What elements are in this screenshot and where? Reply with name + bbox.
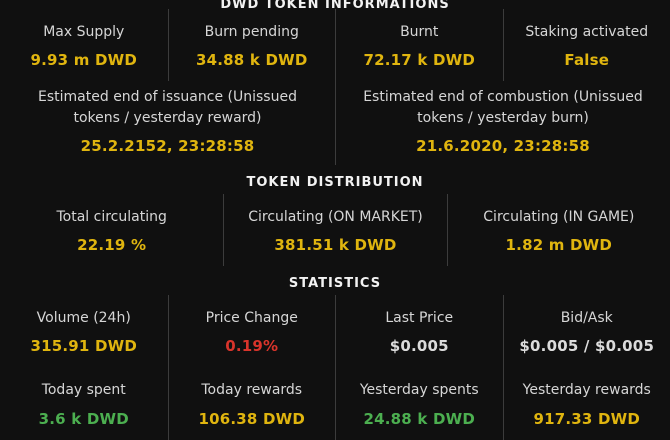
- yesterday-spents-cell: Yesterday spents 24.88 k DWD: [335, 367, 503, 439]
- volume-24h-value: 315.91 DWD: [8, 337, 160, 355]
- circulating-in-game-cell: Circulating (IN GAME) 1.82 m DWD: [447, 194, 670, 266]
- end-of-combustion-label: Estimated end of combustion (Unissued to…: [353, 87, 653, 128]
- circulating-on-market-value: 381.51 k DWD: [232, 236, 438, 254]
- today-spent-label: Today spent: [8, 380, 160, 400]
- circulating-in-game-value: 1.82 m DWD: [456, 236, 662, 254]
- total-circulating-cell: Total circulating 22.19 %: [0, 194, 223, 266]
- burnt-value: 72.17 k DWD: [344, 51, 495, 69]
- end-of-issuance-label: Estimated end of issuance (Unissued toke…: [18, 87, 318, 128]
- page-title: DWD TOKEN INFORMATIONS: [0, 0, 670, 9]
- today-spent-value: 3.6 k DWD: [8, 410, 160, 428]
- token-distribution-heading: TOKEN DISTRIBUTION: [0, 175, 670, 190]
- max-supply-value: 9.93 m DWD: [8, 51, 160, 69]
- yesterday-rewards-cell: Yesterday rewards 917.33 DWD: [503, 367, 670, 439]
- end-of-issuance-cell: Estimated end of issuance (Unissued toke…: [0, 81, 335, 165]
- yesterday-rewards-value: 917.33 DWD: [512, 410, 663, 428]
- circulating-on-market-cell: Circulating (ON MARKET) 381.51 k DWD: [223, 194, 446, 266]
- today-spent-cell: Today spent 3.6 k DWD: [0, 367, 168, 439]
- volume-24h-label: Volume (24h): [8, 308, 160, 328]
- end-of-combustion-cell: Estimated end of combustion (Unissued to…: [335, 81, 670, 165]
- staking-activated-label: Staking activated: [512, 22, 663, 42]
- yesterday-rewards-label: Yesterday rewards: [512, 380, 663, 400]
- staking-activated-value: False: [512, 51, 663, 69]
- total-circulating-value: 22.19 %: [8, 236, 215, 254]
- volume-24h-cell: Volume (24h) 315.91 DWD: [0, 295, 168, 367]
- token-distribution-row: Total circulating 22.19 % Circulating (O…: [0, 194, 670, 266]
- burnt-label: Burnt: [344, 22, 495, 42]
- last-price-cell: Last Price $0.005: [335, 295, 503, 367]
- burn-pending-label: Burn pending: [177, 22, 328, 42]
- max-supply-cell: Max Supply 9.93 m DWD: [0, 9, 168, 81]
- today-rewards-cell: Today rewards 106.38 DWD: [168, 367, 336, 439]
- max-supply-label: Max Supply: [8, 22, 160, 42]
- total-circulating-label: Total circulating: [8, 207, 215, 227]
- page-title-text: DWD TOKEN INFORMATIONS: [220, 0, 449, 9]
- staking-activated-cell: Staking activated False: [503, 9, 670, 81]
- price-change-value: 0.19%: [177, 337, 328, 355]
- burnt-cell: Burnt 72.17 k DWD: [335, 9, 503, 81]
- circulating-in-game-label: Circulating (IN GAME): [456, 207, 662, 227]
- statistics-heading: STATISTICS: [0, 276, 670, 291]
- end-of-issuance-value: 25.2.2152, 23:28:58: [8, 137, 327, 155]
- statistics-row1: Volume (24h) 315.91 DWD Price Change 0.1…: [0, 295, 670, 367]
- price-change-cell: Price Change 0.19%: [168, 295, 336, 367]
- bid-ask-label: Bid/Ask: [512, 308, 663, 328]
- today-rewards-label: Today rewards: [177, 380, 328, 400]
- token-info-row1: Max Supply 9.93 m DWD Burn pending 34.88…: [0, 9, 670, 81]
- statistics-row2: Today spent 3.6 k DWD Today rewards 106.…: [0, 367, 670, 439]
- burn-pending-cell: Burn pending 34.88 k DWD: [168, 9, 336, 81]
- last-price-label: Last Price: [344, 308, 495, 328]
- end-of-combustion-value: 21.6.2020, 23:28:58: [344, 137, 662, 155]
- last-price-value: $0.005: [344, 337, 495, 355]
- burn-pending-value: 34.88 k DWD: [177, 51, 328, 69]
- price-change-label: Price Change: [177, 308, 328, 328]
- bid-ask-cell: Bid/Ask $0.005 / $0.005: [503, 295, 670, 367]
- yesterday-spents-label: Yesterday spents: [344, 380, 495, 400]
- bid-ask-value: $0.005 / $0.005: [512, 337, 663, 355]
- yesterday-spents-value: 24.88 k DWD: [344, 410, 495, 428]
- circulating-on-market-label: Circulating (ON MARKET): [232, 207, 438, 227]
- token-info-row2: Estimated end of issuance (Unissued toke…: [0, 81, 670, 165]
- today-rewards-value: 106.38 DWD: [177, 410, 328, 428]
